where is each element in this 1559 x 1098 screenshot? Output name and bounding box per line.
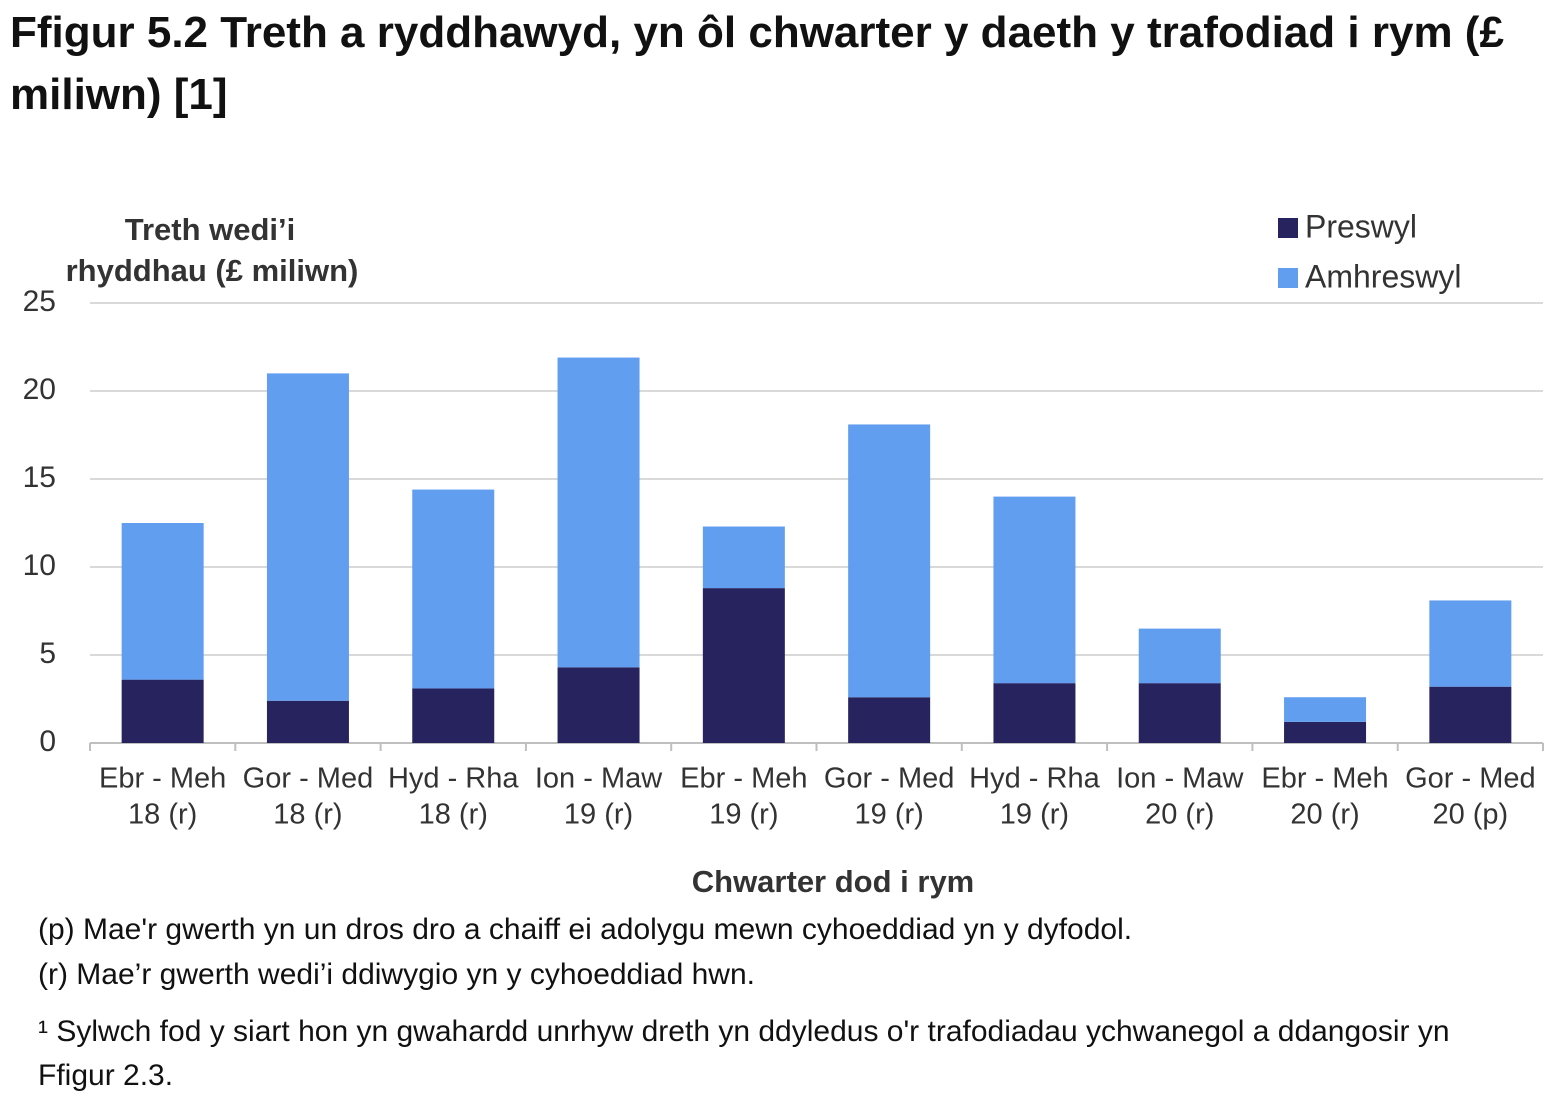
x-tick-label: Gor - Med — [824, 763, 955, 795]
bar-segment — [1429, 686, 1512, 743]
bar-segment — [266, 700, 349, 743]
y-axis-title: rhyddhau (£ miliwn) — [66, 253, 359, 288]
y-tick-label: 10 — [23, 549, 56, 582]
x-tick-label: Ebr - Meh — [99, 763, 226, 795]
legend-swatch — [1278, 218, 1298, 238]
legend-swatch — [1278, 268, 1298, 288]
bar-segment — [266, 373, 349, 701]
bar-segment — [1284, 721, 1367, 743]
x-tick-label: 19 (r) — [855, 799, 924, 831]
bar-segment — [848, 424, 931, 698]
bar-segment — [121, 679, 204, 743]
x-tick-label: Hyd - Rha — [388, 763, 519, 795]
bar-segment — [993, 496, 1076, 684]
x-tick-label: Hyd - Rha — [969, 763, 1100, 795]
y-axis-title: Treth wedi’i — [125, 212, 296, 247]
bar-segment — [1284, 697, 1367, 722]
bar-segment — [702, 526, 785, 589]
x-tick-label: Ebr - Meh — [680, 763, 807, 795]
x-axis-title: Chwarter dod i rym — [692, 864, 975, 899]
x-tick-label: Ion - Maw — [535, 763, 663, 795]
bar-segment — [557, 357, 640, 668]
note: (r) Mae’r gwerth wedi’i ddiwygio yn y cy… — [38, 958, 755, 991]
note: (p) Mae'r gwerth yn un dros dro a chaiff… — [38, 913, 1133, 946]
bar-segment — [1138, 683, 1221, 743]
x-tick-label: 19 (r) — [709, 799, 778, 831]
x-tick-label: Gor - Med — [243, 763, 374, 795]
x-tick-label: Gor - Med — [1405, 763, 1536, 795]
chart-title: Ffigur 5.2 Treth a ryddhawyd, yn ôl chwa… — [10, 8, 1504, 119]
x-tick-label: 20 (p) — [1432, 799, 1508, 831]
y-tick-label: 5 — [39, 637, 56, 670]
legend-label: Preswyl — [1305, 208, 1417, 244]
bar-segment — [412, 489, 495, 689]
chart: 0 5 10 15 20 25 Treth wedi’i rhyddhau (£ miliwn… — [23, 208, 1544, 899]
y-tick-label: 25 — [23, 285, 56, 318]
x-tick-label: 18 (r) — [128, 799, 197, 831]
x-tick-label: 18 (r) — [419, 799, 488, 831]
y-tick-label: 15 — [23, 461, 56, 494]
bar-segment — [412, 688, 495, 743]
bar-segment — [848, 697, 931, 743]
y-tick-label: 0 — [39, 725, 56, 758]
x-tick-label: 19 (r) — [1000, 799, 1069, 831]
bar-segment — [121, 523, 204, 680]
x-tick-label: 20 (r) — [1290, 799, 1359, 831]
x-tick-label: 19 (r) — [564, 799, 633, 831]
y-tick-label: 20 — [23, 373, 56, 406]
bar-segment — [1429, 600, 1512, 687]
x-tick-label: 18 (r) — [273, 799, 342, 831]
x-tick-label: Ion - Maw — [1116, 763, 1244, 795]
bar-segment — [557, 667, 640, 743]
note: ¹ Sylwch fod y siart hon yn gwahardd unr… — [38, 1015, 1450, 1092]
x-tick-label: Ebr - Meh — [1261, 763, 1388, 795]
legend-label: Amhreswyl — [1305, 258, 1461, 294]
bar-segment — [993, 683, 1076, 743]
bar-segment — [702, 588, 785, 743]
x-tick-label: 20 (r) — [1145, 799, 1214, 831]
bar-segment — [1138, 628, 1221, 684]
